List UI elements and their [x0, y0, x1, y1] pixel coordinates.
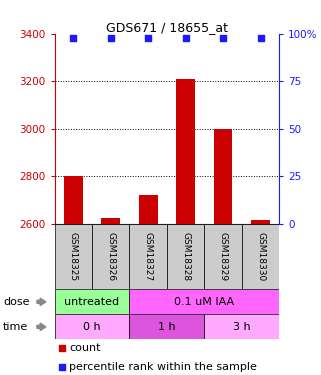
Text: GDS671 / 18655_at: GDS671 / 18655_at — [106, 21, 228, 34]
Point — [221, 34, 226, 40]
Bar — [251, 220, 270, 224]
Text: 1 h: 1 h — [158, 322, 176, 332]
Text: GSM18330: GSM18330 — [256, 232, 265, 281]
Bar — [101, 218, 120, 224]
Bar — [204, 224, 242, 290]
Text: time: time — [3, 322, 29, 332]
Bar — [204, 314, 279, 339]
Bar — [242, 224, 279, 290]
Point — [146, 34, 151, 40]
Bar — [55, 314, 129, 339]
Bar — [55, 224, 92, 290]
Bar — [129, 314, 204, 339]
Bar — [176, 79, 195, 224]
Point — [183, 34, 188, 40]
Text: 0.1 uM IAA: 0.1 uM IAA — [174, 297, 234, 307]
Point — [60, 345, 65, 351]
Bar — [64, 176, 83, 224]
Text: GSM18325: GSM18325 — [69, 232, 78, 281]
Text: dose: dose — [3, 297, 30, 307]
Text: GSM18328: GSM18328 — [181, 232, 190, 281]
Text: GSM18327: GSM18327 — [144, 232, 153, 281]
Point — [258, 34, 263, 40]
Bar — [167, 224, 204, 290]
Text: 0 h: 0 h — [83, 322, 101, 332]
Point — [71, 34, 76, 40]
Bar — [92, 224, 129, 290]
Text: GSM18329: GSM18329 — [219, 232, 228, 281]
Bar — [129, 224, 167, 290]
Point — [108, 34, 113, 40]
Bar — [139, 195, 158, 224]
Bar — [55, 290, 129, 314]
Bar — [129, 290, 279, 314]
Text: percentile rank within the sample: percentile rank within the sample — [69, 362, 257, 372]
Bar — [214, 129, 232, 224]
Text: 3 h: 3 h — [233, 322, 251, 332]
Text: GSM18326: GSM18326 — [106, 232, 115, 281]
Point — [60, 364, 65, 370]
Text: untreated: untreated — [65, 297, 120, 307]
Text: count: count — [69, 343, 101, 353]
